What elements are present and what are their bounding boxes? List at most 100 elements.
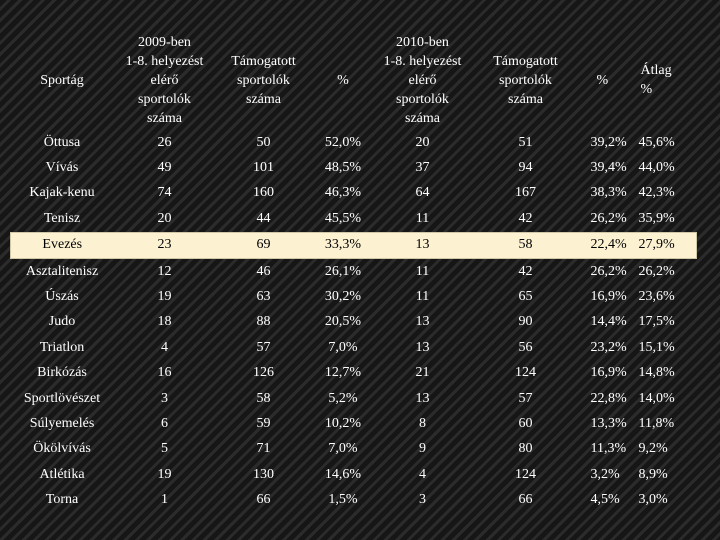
- cell-2010-supported: 124: [515, 466, 536, 482]
- cell-2010-placed: 37: [415, 160, 430, 176]
- cell-sport: Torna: [45, 492, 79, 508]
- cell-2010-supported: 90: [518, 314, 533, 330]
- cell-2010-percent: 16,9%: [590, 289, 627, 305]
- cell-2010-supported: 42: [518, 210, 533, 226]
- cell-average: 23,6%: [638, 289, 675, 305]
- cell-2010-placed: 21: [415, 365, 430, 381]
- cell-average: 8,9%: [638, 466, 668, 482]
- cell-2010-placed: 13: [415, 390, 430, 406]
- table-row: Sportlövészet 3 58 5,2% 13 57 22,8% 14,0%: [11, 386, 697, 411]
- cell-2010-supported: 42: [518, 263, 533, 279]
- cell-2010-supported: 57: [518, 390, 533, 406]
- cell-2009-percent: 7,0%: [328, 441, 358, 457]
- cell-sport: Kajak-kenu: [29, 185, 95, 201]
- cell-2010-placed: 3: [419, 492, 426, 508]
- cell-2009-percent: 14,6%: [324, 466, 362, 482]
- cell-average: 35,9%: [638, 210, 675, 226]
- cell-2009-placed: 6: [161, 415, 168, 431]
- cell-sport: Evezés: [10, 231, 114, 259]
- cell-average: 14,8%: [638, 365, 675, 381]
- cell-2010-placed: 11: [415, 210, 430, 226]
- cell-2010-supported: 56: [518, 339, 533, 355]
- cell-2010-percent: 3,2%: [590, 466, 620, 482]
- cell-2010-placed: 11: [415, 263, 430, 279]
- cell-2009-supported: 126: [253, 365, 274, 381]
- cell-sport: Súlyemelés: [29, 415, 95, 431]
- cell-2009-supported: 69: [215, 231, 312, 259]
- header-2010-placed: 2010-ben 1-8. helyezést elérő sportolók …: [383, 34, 462, 126]
- cell-2010-supported: 65: [518, 289, 533, 305]
- cell-sport: Vívás: [45, 160, 79, 176]
- table-row: Öttusa 26 50 52,0% 20 51 39,2% 45,6%: [11, 130, 697, 155]
- cell-2010-percent: 26,2%: [590, 210, 627, 226]
- cell-2010-placed: 4: [419, 466, 426, 482]
- cell-2010-supported: 80: [518, 441, 533, 457]
- cell-2010-percent: 4,5%: [590, 492, 620, 508]
- cell-sport: Triatlon: [39, 339, 85, 355]
- cell-2010-percent: 39,4%: [590, 160, 627, 176]
- cell-2009-placed: 18: [157, 314, 172, 330]
- cell-2009-supported: 59: [256, 415, 271, 431]
- cell-2009-placed: 49: [157, 160, 172, 176]
- cell-2009-supported: 130: [253, 466, 274, 482]
- table-row: Birkózás 16 126 12,7% 21 124 16,9% 14,8%: [11, 361, 697, 386]
- table-row: Vívás 49 101 48,5% 37 94 39,4% 44,0%: [11, 155, 697, 180]
- table-row: Súlyemelés 6 59 10,2% 8 60 13,3% 11,8%: [11, 411, 697, 436]
- cell-2009-placed: 23: [113, 231, 216, 259]
- cell-2010-supported: 94: [518, 160, 533, 176]
- table-row: Tenisz 20 44 45,5% 11 42 26,2% 35,9%: [11, 206, 697, 232]
- cell-2010-placed: 64: [415, 185, 430, 201]
- cell-2009-placed: 20: [157, 210, 172, 226]
- cell-2009-placed: 74: [157, 185, 172, 201]
- cell-2010-placed: 13: [415, 314, 430, 330]
- table-row: Úszás 19 63 30,2% 11 65 16,9% 23,6%: [11, 284, 697, 309]
- cell-2009-placed: 26: [157, 134, 172, 150]
- cell-2009-percent: 46,3%: [324, 185, 362, 201]
- cell-2010-placed: 11: [415, 289, 430, 305]
- cell-2010-percent: 22,8%: [590, 390, 627, 406]
- cell-2009-supported: 88: [256, 314, 271, 330]
- cell-2009-supported: 50: [256, 134, 271, 150]
- header-row: Sportág 2009-ben 1-8. helyezést elérő sp…: [11, 26, 697, 130]
- cell-2009-placed: 3: [161, 390, 168, 406]
- cell-2010-percent: 14,4%: [590, 314, 627, 330]
- cell-average: 44,0%: [638, 160, 675, 176]
- cell-2009-percent: 10,2%: [324, 415, 362, 431]
- cell-2009-percent: 1,5%: [328, 492, 358, 508]
- cell-sport: Tenisz: [43, 210, 81, 226]
- cell-2009-supported: 58: [256, 390, 271, 406]
- cell-average: 26,2%: [638, 263, 675, 279]
- cell-2010-supported: 124: [515, 365, 536, 381]
- header-average: Átlag %: [640, 63, 672, 97]
- cell-2010-placed: 8: [419, 415, 426, 431]
- cell-2009-percent: 33,3%: [311, 231, 375, 259]
- cell-average: 9,2%: [638, 441, 668, 457]
- table-row: Asztalitenisz 12 46 26,1% 11 42 26,2% 26,2%: [11, 258, 697, 284]
- cell-2010-percent: 13,3%: [590, 415, 627, 431]
- cell-2009-placed: 5: [161, 441, 168, 457]
- cell-average: 3,0%: [638, 492, 668, 508]
- cell-2010-percent: 11,3%: [590, 441, 627, 457]
- cell-2009-supported: 71: [256, 441, 271, 457]
- cell-2009-placed: 16: [157, 365, 172, 381]
- cell-2009-supported: 57: [256, 339, 271, 355]
- cell-average: 11,8%: [638, 415, 675, 431]
- cell-2009-supported: 160: [253, 185, 274, 201]
- cell-2009-percent: 52,0%: [324, 134, 362, 150]
- table-row: Torna 1 66 1,5% 3 66 4,5% 3,0%: [11, 487, 697, 512]
- cell-average: 17,5%: [638, 314, 675, 330]
- cell-2009-supported: 44: [256, 210, 271, 226]
- header-sport: Sportág: [40, 72, 84, 88]
- cell-2010-supported: 66: [518, 492, 533, 508]
- cell-2009-supported: 63: [256, 289, 271, 305]
- cell-sport: Úszás: [45, 289, 79, 305]
- cell-2009-placed: 4: [161, 339, 168, 355]
- cell-2009-percent: 30,2%: [324, 289, 362, 305]
- cell-2009-placed: 19: [157, 466, 172, 482]
- cell-sport: Asztalitenisz: [25, 263, 99, 279]
- table-row: Triatlon 4 57 7,0% 13 56 23,2% 15,1%: [11, 335, 697, 360]
- cell-2010-percent: 16,9%: [590, 365, 627, 381]
- cell-2010-supported: 60: [518, 415, 533, 431]
- cell-2010-percent: 23,2%: [590, 339, 627, 355]
- table-row: Atlétika 19 130 14,6% 4 124 3,2% 8,9%: [11, 462, 697, 487]
